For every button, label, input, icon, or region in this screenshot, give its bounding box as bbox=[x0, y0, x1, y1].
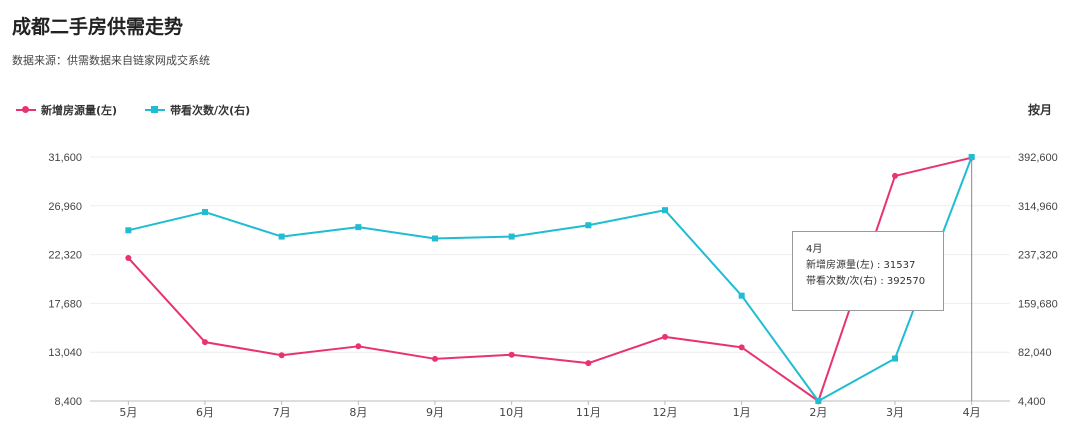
x-tick-label: 4月 bbox=[963, 406, 981, 419]
legend-label-viewings: 带看次数/次(右) bbox=[170, 104, 251, 117]
y-right-tick-label: 314,960 bbox=[1018, 201, 1058, 213]
tooltip-line-new-listings: 新增房源量(左) : 31537 bbox=[806, 260, 916, 271]
series-line-viewings bbox=[128, 156, 973, 402]
x-tick-label: 1月 bbox=[733, 406, 751, 419]
data-source-note: 数据来源：供需数据来自链家网成交系统 bbox=[12, 54, 210, 67]
chart-title: 成都二手房供需走势 bbox=[12, 16, 184, 38]
x-tick-label: 9月 bbox=[426, 406, 444, 419]
x-tick-label: 7月 bbox=[273, 406, 291, 419]
data-point-new-listings bbox=[892, 172, 898, 179]
x-tick-label: 6月 bbox=[196, 406, 214, 419]
data-point-viewings bbox=[278, 233, 285, 240]
x-tick-label: 5月 bbox=[119, 406, 137, 419]
circle-marker-icon bbox=[16, 105, 36, 115]
data-point-viewings bbox=[585, 222, 592, 229]
x-tick-label: 12月 bbox=[653, 406, 678, 419]
data-point-new-listings bbox=[125, 254, 132, 261]
y-left-tick-label: 17,680 bbox=[48, 298, 82, 310]
tooltip-line-viewings: 带看次数/次(右) : 392570 bbox=[806, 276, 926, 287]
tooltip-title: 4月 bbox=[806, 244, 823, 255]
data-point-new-listings bbox=[202, 339, 208, 346]
data-point-viewings bbox=[432, 235, 438, 242]
y-left-tick-label: 13,040 bbox=[48, 347, 82, 359]
data-point-new-listings bbox=[585, 360, 592, 367]
chart-legend: 新增房源量(左) 带看次数/次(右) bbox=[16, 102, 278, 118]
x-tick-label: 8月 bbox=[349, 406, 367, 419]
data-point-viewings bbox=[355, 224, 362, 231]
legend-item-new-listings[interactable]: 新增房源量(左) bbox=[16, 102, 117, 118]
square-marker-icon bbox=[145, 105, 166, 115]
y-left-tick-label: 31,600 bbox=[48, 152, 82, 164]
data-point-viewings bbox=[508, 233, 515, 240]
y-right-tick-label: 237,320 bbox=[1018, 250, 1058, 262]
tooltip: 4月 新增房源量(左) : 31537 带看次数/次(右) : 392570 bbox=[792, 231, 944, 311]
y-right-tick-label: 392,600 bbox=[1018, 152, 1058, 164]
y-left-tick-label: 22,320 bbox=[48, 250, 82, 262]
legend-label-new-listings: 新增房源量(左) bbox=[41, 104, 118, 117]
x-tick-label: 10月 bbox=[499, 406, 524, 419]
data-point-new-listings bbox=[508, 351, 515, 358]
data-point-viewings bbox=[968, 154, 975, 161]
legend-item-viewings[interactable]: 带看次数/次(右) bbox=[145, 102, 250, 118]
data-point-viewings bbox=[815, 398, 822, 404]
x-tick-label: 3月 bbox=[886, 406, 904, 419]
y-right-tick-label: 4,400 bbox=[1018, 396, 1046, 408]
data-point-viewings bbox=[892, 355, 898, 362]
data-point-new-listings bbox=[278, 352, 285, 359]
data-point-new-listings bbox=[432, 355, 438, 362]
series-line-new-listings bbox=[127, 156, 972, 402]
y-right-tick-label: 82,040 bbox=[1018, 347, 1052, 359]
data-point-viewings bbox=[125, 227, 132, 234]
period-toggle-monthly[interactable]: 按月 bbox=[1027, 103, 1052, 117]
y-left-tick-label: 26,960 bbox=[48, 201, 82, 213]
data-point-viewings bbox=[202, 209, 208, 216]
data-point-viewings bbox=[662, 207, 668, 214]
data-point-viewings bbox=[738, 292, 745, 299]
data-point-new-listings bbox=[738, 344, 745, 351]
data-point-new-listings bbox=[662, 333, 668, 340]
data-point-new-listings bbox=[355, 343, 362, 350]
x-tick-label: 2月 bbox=[809, 406, 827, 419]
y-right-tick-label: 159,680 bbox=[1018, 298, 1058, 310]
y-left-tick-label: 8,400 bbox=[54, 396, 82, 408]
x-tick-label: 11月 bbox=[576, 406, 601, 419]
